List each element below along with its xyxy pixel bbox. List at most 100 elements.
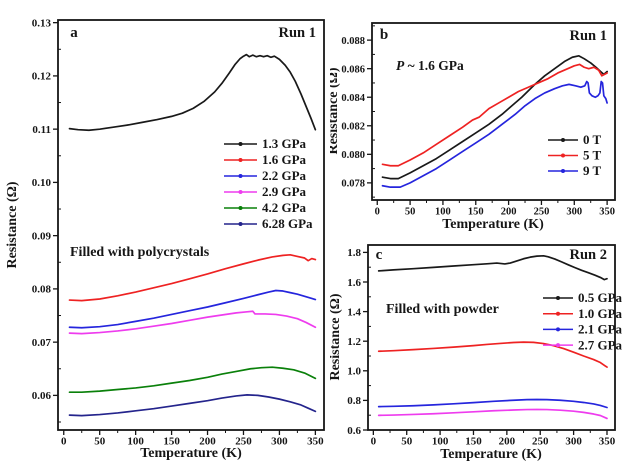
series-line-1.3-gpa xyxy=(68,53,317,132)
plot-area-a: 0 50 100 150 200 250 300 350 0.06 0.07 0.08 0.09 0.1… xyxy=(5,17,325,461)
x-tick-label: 350 xyxy=(307,436,324,448)
legend-label: 2.9 GPa xyxy=(262,184,307,199)
legend-item-2.7-gpa: 2.7 GPa xyxy=(543,337,623,352)
panel-b-magnetic-field-chart: 0 50 100 150 200 250 300 350 0.078 0.080 0.082 0.08… xyxy=(330,22,616,232)
y-tick-label: 0.09 xyxy=(32,230,52,242)
legend-label: 6.28 GPa xyxy=(262,216,313,231)
y-tick-label: 0.080 xyxy=(341,150,365,161)
plot-area-c: 0 50 100 150 200 250 300 350 0.6 0.8 1.0 1.2 1.4 1.6 1… xyxy=(330,244,623,462)
y-tick-label: 0.086 xyxy=(341,64,365,75)
x-tick-label: 50 xyxy=(401,436,413,448)
panel-letter: b xyxy=(380,27,388,43)
x-tick-label: 350 xyxy=(599,207,615,218)
y-tick-label: 0.12 xyxy=(32,71,52,83)
legend-label: 1.6 GPa xyxy=(262,152,307,167)
run-label: Run 1 xyxy=(279,25,316,41)
legend-marker-dot xyxy=(561,153,565,158)
y-tick-label: 0.078 xyxy=(341,179,365,190)
legend-item-5-t: 5 T xyxy=(548,148,602,163)
legend-item-6.28-gpa: 6.28 GPa xyxy=(224,216,313,231)
legend-marker-dot xyxy=(238,190,243,194)
x-tick-label: 100 xyxy=(435,207,451,218)
series-line-0-t xyxy=(381,54,608,180)
series-line-2.1-gpa xyxy=(377,398,608,409)
panel-letter: c xyxy=(376,247,383,263)
x-tick-label: 250 xyxy=(235,436,252,448)
y-tick-label: 0.07 xyxy=(32,337,52,349)
x-tick-label: 0 xyxy=(371,436,377,448)
x-axis-title: Temperature (K) xyxy=(140,446,242,461)
series-line-1.6-gpa xyxy=(68,253,317,302)
x-tick-label: 350 xyxy=(599,436,616,448)
legend-item-1.3-gpa: 1.3 GPa xyxy=(224,136,307,151)
series-line-9-t xyxy=(381,80,608,188)
y-tick-label: 1.2 xyxy=(347,336,361,348)
legend-label: 2.7 GPa xyxy=(578,337,623,352)
x-tick-label: 200 xyxy=(199,436,216,448)
annotation-text: Filled with powder xyxy=(386,302,499,317)
panel-letter: a xyxy=(70,25,78,41)
x-tick-label: 100 xyxy=(432,436,449,448)
legend-marker-dot xyxy=(238,222,243,226)
legend-marker-dot xyxy=(556,327,560,332)
legend-item-4.2-gpa: 4.2 GPa xyxy=(224,200,307,215)
series-line-5-t xyxy=(381,63,608,167)
series-line-2.7-gpa xyxy=(377,408,608,420)
legend-label: 1.0 GPa xyxy=(578,306,623,321)
legend: 0 T5 T9 T xyxy=(548,132,602,178)
y-tick-label: 0.13 xyxy=(32,17,52,29)
x-axis-title: Temperature (K) xyxy=(442,217,544,232)
x-tick-label: 200 xyxy=(501,207,517,218)
annotation-text: P ~ 1.6 GPa xyxy=(396,58,464,73)
y-axis-title: Resistance (Ω) xyxy=(5,181,20,268)
series-line-2.9-gpa xyxy=(68,310,317,335)
legend-item-2.2-gpa: 2.2 GPa xyxy=(224,168,307,183)
legend-label: 2.2 GPa xyxy=(262,168,307,183)
legend-label: 9 T xyxy=(583,163,602,178)
y-tick-label: 0.08 xyxy=(32,284,52,296)
series-line-1.0-gpa xyxy=(377,341,608,368)
x-tick-label: 150 xyxy=(465,436,482,448)
x-tick-label: 300 xyxy=(271,436,288,448)
legend-label: 2.1 GPa xyxy=(578,322,623,337)
x-tick-label: 300 xyxy=(566,207,582,218)
legend-item-2.1-gpa: 2.1 GPa xyxy=(543,322,623,337)
y-tick-label: 0.10 xyxy=(32,177,52,189)
legend-marker-dot xyxy=(556,343,560,348)
series-line-6.28-gpa xyxy=(68,394,317,417)
legend-item-1.6-gpa: 1.6 GPa xyxy=(224,152,307,167)
legend-marker-dot xyxy=(556,311,560,316)
y-tick-label: 1.4 xyxy=(347,306,361,318)
x-axis-title: Temperature (K) xyxy=(440,447,542,462)
x-tick-label: 250 xyxy=(534,207,550,218)
legend-marker-dot xyxy=(561,138,565,142)
series-line-2.2-gpa xyxy=(68,289,317,329)
legend-label: 5 T xyxy=(583,148,602,163)
x-tick-label: 300 xyxy=(565,436,582,448)
plot-area-b: 0 50 100 150 200 250 300 350 0.078 0.080 0.082 0.08… xyxy=(330,22,616,232)
y-tick-label: 0.082 xyxy=(341,122,365,133)
legend-marker-dot xyxy=(238,174,243,178)
x-tick-label: 150 xyxy=(468,207,484,218)
y-axis-title: Resistance (Ω) xyxy=(330,67,341,154)
legend-marker-dot xyxy=(561,169,565,173)
run-label: Run 1 xyxy=(570,28,607,44)
y-tick-label: 1.6 xyxy=(347,277,361,289)
y-tick-label: 0.088 xyxy=(341,36,365,47)
y-tick-label: 0.11 xyxy=(32,124,51,136)
legend-item-2.9-gpa: 2.9 GPa xyxy=(224,184,307,199)
legend-item-1.0-gpa: 1.0 GPa xyxy=(543,306,623,321)
axes-frame xyxy=(57,19,325,431)
legend-label: 4.2 GPa xyxy=(262,200,307,215)
legend-label: 1.3 GPa xyxy=(262,136,307,151)
annotation-text: Filled with polycrystals xyxy=(70,245,210,260)
y-tick-label: 1.0 xyxy=(347,366,361,378)
y-tick-label: 0.06 xyxy=(32,390,52,402)
x-tick-label: 50 xyxy=(94,436,106,448)
y-tick-label: 0.084 xyxy=(341,93,365,104)
legend-label: 0.5 GPa xyxy=(578,290,623,305)
legend-marker-dot xyxy=(238,158,243,162)
legend-marker-dot xyxy=(556,296,560,300)
axes-frame xyxy=(367,244,616,431)
